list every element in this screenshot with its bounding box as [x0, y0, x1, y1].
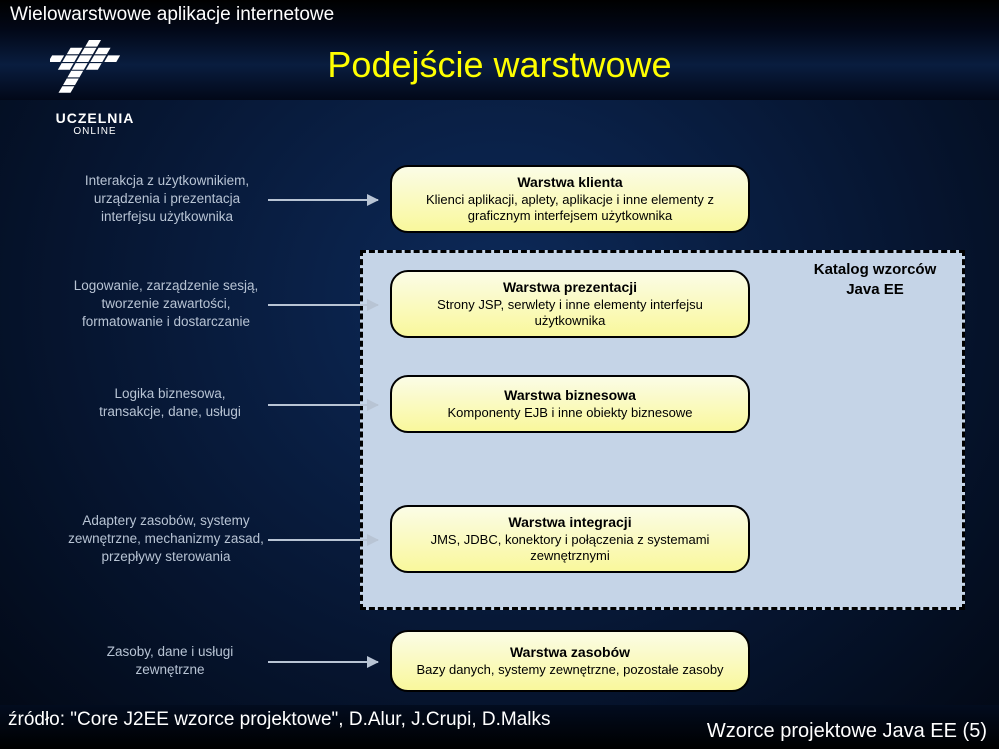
arrow-resource: [268, 661, 378, 663]
logo: UCZELNIA ONLINE: [20, 30, 170, 137]
source-citation: źródło: "Core J2EE wzorce projektowe", D…: [8, 709, 551, 731]
layer-desc-business: Komponenty EJB i inne obiekty biznesowe: [402, 405, 738, 421]
arrow-integration: [268, 539, 378, 541]
layer-title-integration: Warstwa integracji: [402, 514, 738, 530]
layer-desc-presentation: Strony JSP, serwlety i inne elementy int…: [402, 297, 738, 330]
arrow-business: [268, 404, 378, 406]
logo-icon: [50, 30, 140, 108]
layer-title-client: Warstwa klienta: [402, 174, 738, 190]
layer-presentation: Warstwa prezentacji Strony JSP, serwlety …: [390, 270, 750, 338]
layer-title-presentation: Warstwa prezentacji: [402, 279, 738, 295]
arrow-client: [268, 199, 378, 201]
footer-bar: źródło: "Core J2EE wzorce projektowe", D…: [0, 705, 999, 749]
layer-desc-integration: JMS, JDBC, konektory i połączenia z syst…: [402, 532, 738, 565]
layer-title-business: Warstwa biznesowa: [402, 387, 738, 403]
arrow-presentation: [268, 304, 378, 306]
course-title: Wielowarstwowe aplikacje internetowe: [10, 4, 334, 25]
layer-integration: Warstwa integracji JMS, JDBC, konektory i…: [390, 505, 750, 573]
side-label-business: Logika biznesowa, transakcje, dane, usłu…: [90, 385, 250, 421]
side-label-presentation: Logowanie, zarządzenie sesją, tworzenie …: [66, 277, 266, 332]
catalog-label: Katalog wzorcówJava EE: [795, 260, 955, 299]
diagram-area: Katalog wzorcówJava EE Interakcja z użyt…: [0, 150, 999, 704]
layer-business: Warstwa biznesowa Komponenty EJB i inne o…: [390, 375, 750, 433]
layer-desc-client: Klienci aplikacji, aplety, aplikacje i i…: [402, 192, 738, 225]
page-label: Wzorce projektowe Java EE (5): [707, 720, 987, 743]
side-label-integration: Adaptery zasobów, systemy zewnętrzne, me…: [66, 512, 266, 567]
side-label-resource: Zasoby, dane i usługi zewnętrzne: [90, 643, 250, 679]
logo-text-1: UCZELNIA: [20, 110, 170, 126]
logo-text-2: ONLINE: [20, 126, 170, 137]
layer-client: Warstwa klienta Klienci aplikacji, aplety…: [390, 165, 750, 233]
side-label-client: Interakcja z użytkownikiem, urządzenia i…: [72, 172, 262, 227]
layer-title-resource: Warstwa zasobów: [402, 644, 738, 660]
slide-title: Podejście warstwowe: [327, 44, 671, 86]
layer-desc-resource: Bazy danych, systemy zewnętrzne, pozosta…: [402, 662, 738, 678]
layer-resource: Warstwa zasobów Bazy danych, systemy zewn…: [390, 630, 750, 692]
course-header: Wielowarstwowe aplikacje internetowe: [0, 0, 999, 30]
